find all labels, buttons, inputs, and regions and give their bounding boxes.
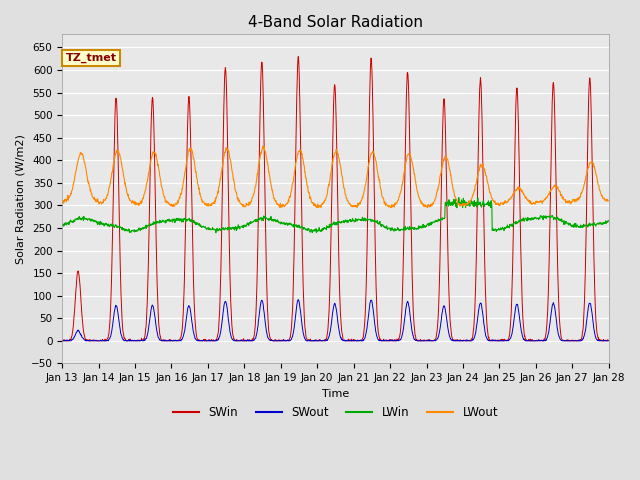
- SWin: [540, 336, 548, 342]
- LWin: [420, 224, 428, 229]
- LWin: [492, 228, 500, 233]
- LWin: [540, 215, 548, 220]
- SWout: [605, 338, 612, 344]
- SWin: [605, 337, 612, 343]
- SWout: [167, 338, 175, 344]
- SWout: [60, 338, 67, 344]
- LWout: [241, 204, 248, 210]
- SWin: [294, 54, 302, 60]
- SWin: [59, 338, 67, 344]
- SWout: [241, 338, 249, 344]
- Title: 4-Band Solar Radiation: 4-Band Solar Radiation: [248, 15, 423, 30]
- SWout: [540, 338, 548, 344]
- LWin: [605, 217, 612, 223]
- Legend: SWin, SWout, LWin, LWout: SWin, SWout, LWin, LWout: [168, 401, 503, 423]
- LWin: [312, 230, 320, 236]
- LWin: [180, 216, 188, 222]
- LWout: [58, 200, 66, 206]
- SWin: [241, 338, 249, 344]
- SWout: [492, 337, 500, 343]
- LWout: [259, 143, 267, 149]
- LWout: [314, 205, 322, 211]
- LWout: [180, 178, 188, 183]
- LWin: [166, 218, 174, 224]
- SWout: [294, 297, 302, 302]
- LWout: [492, 200, 500, 206]
- X-axis label: Time: Time: [322, 389, 349, 399]
- LWin: [58, 223, 66, 228]
- LWin: [455, 195, 463, 201]
- SWout: [180, 331, 188, 336]
- Line: LWin: LWin: [62, 198, 609, 233]
- LWout: [540, 197, 548, 203]
- SWin: [180, 290, 188, 296]
- SWout: [421, 338, 429, 344]
- SWout: [58, 338, 66, 344]
- SWin: [492, 338, 500, 344]
- SWin: [421, 337, 429, 343]
- Line: SWin: SWin: [62, 57, 609, 341]
- Text: TZ_tmet: TZ_tmet: [66, 53, 116, 63]
- Line: LWout: LWout: [62, 146, 609, 208]
- SWin: [58, 337, 66, 343]
- Y-axis label: Solar Radiation (W/m2): Solar Radiation (W/m2): [15, 134, 25, 264]
- Line: SWout: SWout: [62, 300, 609, 341]
- LWout: [421, 203, 429, 209]
- LWin: [241, 223, 248, 228]
- SWin: [167, 338, 175, 344]
- LWout: [605, 198, 612, 204]
- LWout: [166, 203, 174, 208]
